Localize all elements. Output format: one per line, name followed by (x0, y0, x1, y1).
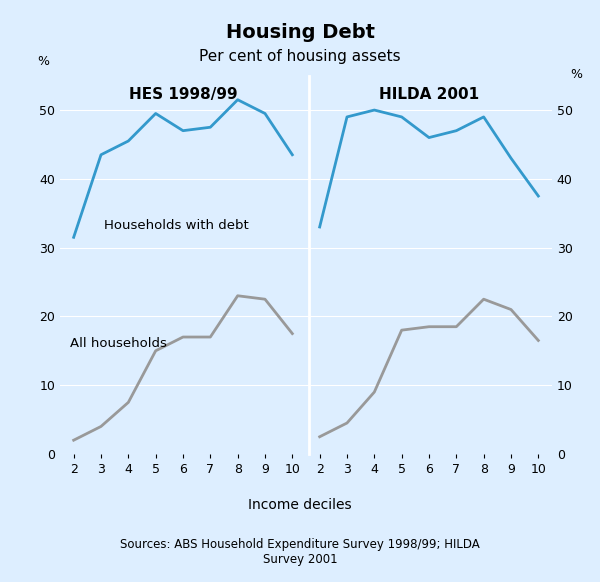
Y-axis label: %: % (571, 68, 583, 81)
Text: Households with debt: Households with debt (104, 219, 249, 232)
Text: Income deciles: Income deciles (248, 498, 352, 512)
Y-axis label: %: % (37, 55, 49, 68)
Text: HILDA 2001: HILDA 2001 (379, 87, 479, 102)
Text: All households: All households (70, 336, 167, 350)
Text: HES 1998/99: HES 1998/99 (128, 87, 238, 102)
Text: Sources: ABS Household Expenditure Survey 1998/99; HILDA
Survey 2001: Sources: ABS Household Expenditure Surve… (120, 538, 480, 566)
Text: Per cent of housing assets: Per cent of housing assets (199, 49, 401, 65)
Text: Housing Debt: Housing Debt (226, 23, 374, 42)
